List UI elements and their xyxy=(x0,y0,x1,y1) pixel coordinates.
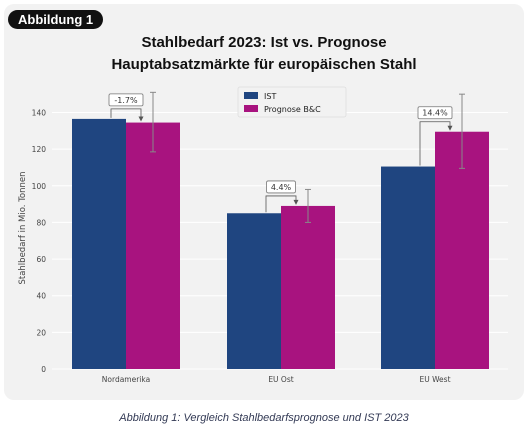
y-tick-labels: 0 20 40 60 80 100 120 140 xyxy=(32,108,47,374)
y-tick-label: 60 xyxy=(36,255,46,264)
annotation-arrow xyxy=(138,116,144,122)
x-tick-label: EU West xyxy=(419,375,450,384)
legend-swatch xyxy=(244,105,258,112)
x-tick-labels: Nordamerika EU Ost EU West xyxy=(102,375,451,384)
error-bars xyxy=(150,91,465,223)
annotation-bracket xyxy=(265,195,297,213)
annotation-box xyxy=(266,180,296,194)
annotation-label: -1.7% xyxy=(114,96,138,105)
annotation-bracket xyxy=(110,108,142,120)
bar-ist-2 xyxy=(381,166,435,369)
legend-box xyxy=(237,86,347,118)
bars xyxy=(72,118,489,370)
legend-label: Prognose B&C xyxy=(264,105,321,114)
figure-badge: Abbildung 1 xyxy=(8,10,104,29)
bar-prognose-2 xyxy=(435,131,489,369)
annotation-label: 4.4% xyxy=(271,183,292,192)
x-tick-label: Nordamerika xyxy=(102,375,150,384)
y-tick-label: 140 xyxy=(32,108,47,117)
y-tick-label: 40 xyxy=(36,292,46,301)
y-tick-label: 20 xyxy=(36,328,46,337)
x-tick-label: EU Ost xyxy=(268,375,293,384)
chart-title: Stahlbedarf 2023: Ist vs. Prognose xyxy=(141,34,386,51)
y-axis-label: Stahlbedarf in Mio. Tonnen xyxy=(18,171,28,284)
bar-ist-1 xyxy=(227,213,281,369)
annotation-box xyxy=(417,106,453,120)
annotation-bracket xyxy=(419,121,451,166)
annotation-label: 14.4% xyxy=(422,109,448,118)
y-tick-label: 0 xyxy=(41,365,46,374)
legend: IST Prognose B&C xyxy=(237,86,347,118)
bar-ist-0 xyxy=(72,118,126,369)
y-tick-label: 120 xyxy=(32,145,47,154)
legend-swatch xyxy=(244,92,258,99)
annotation-box xyxy=(108,93,144,107)
bar-prognose-0 xyxy=(126,122,180,370)
annotation-arrow xyxy=(447,125,453,131)
legend-label: IST xyxy=(264,92,276,101)
chart-subtitle: Hauptabsatzmärkte für europäischen Stahl xyxy=(111,56,416,73)
figure-caption: Abbildung 1: Vergleich Stahlbedarfsprogn… xyxy=(119,412,409,424)
bar-prognose-1 xyxy=(281,205,335,369)
y-tick-label: 100 xyxy=(32,182,47,191)
change-annotations: -1.7% 4.4% 14.4% xyxy=(108,93,453,213)
y-tick-label: 80 xyxy=(36,218,46,227)
annotation-arrow xyxy=(293,199,299,205)
